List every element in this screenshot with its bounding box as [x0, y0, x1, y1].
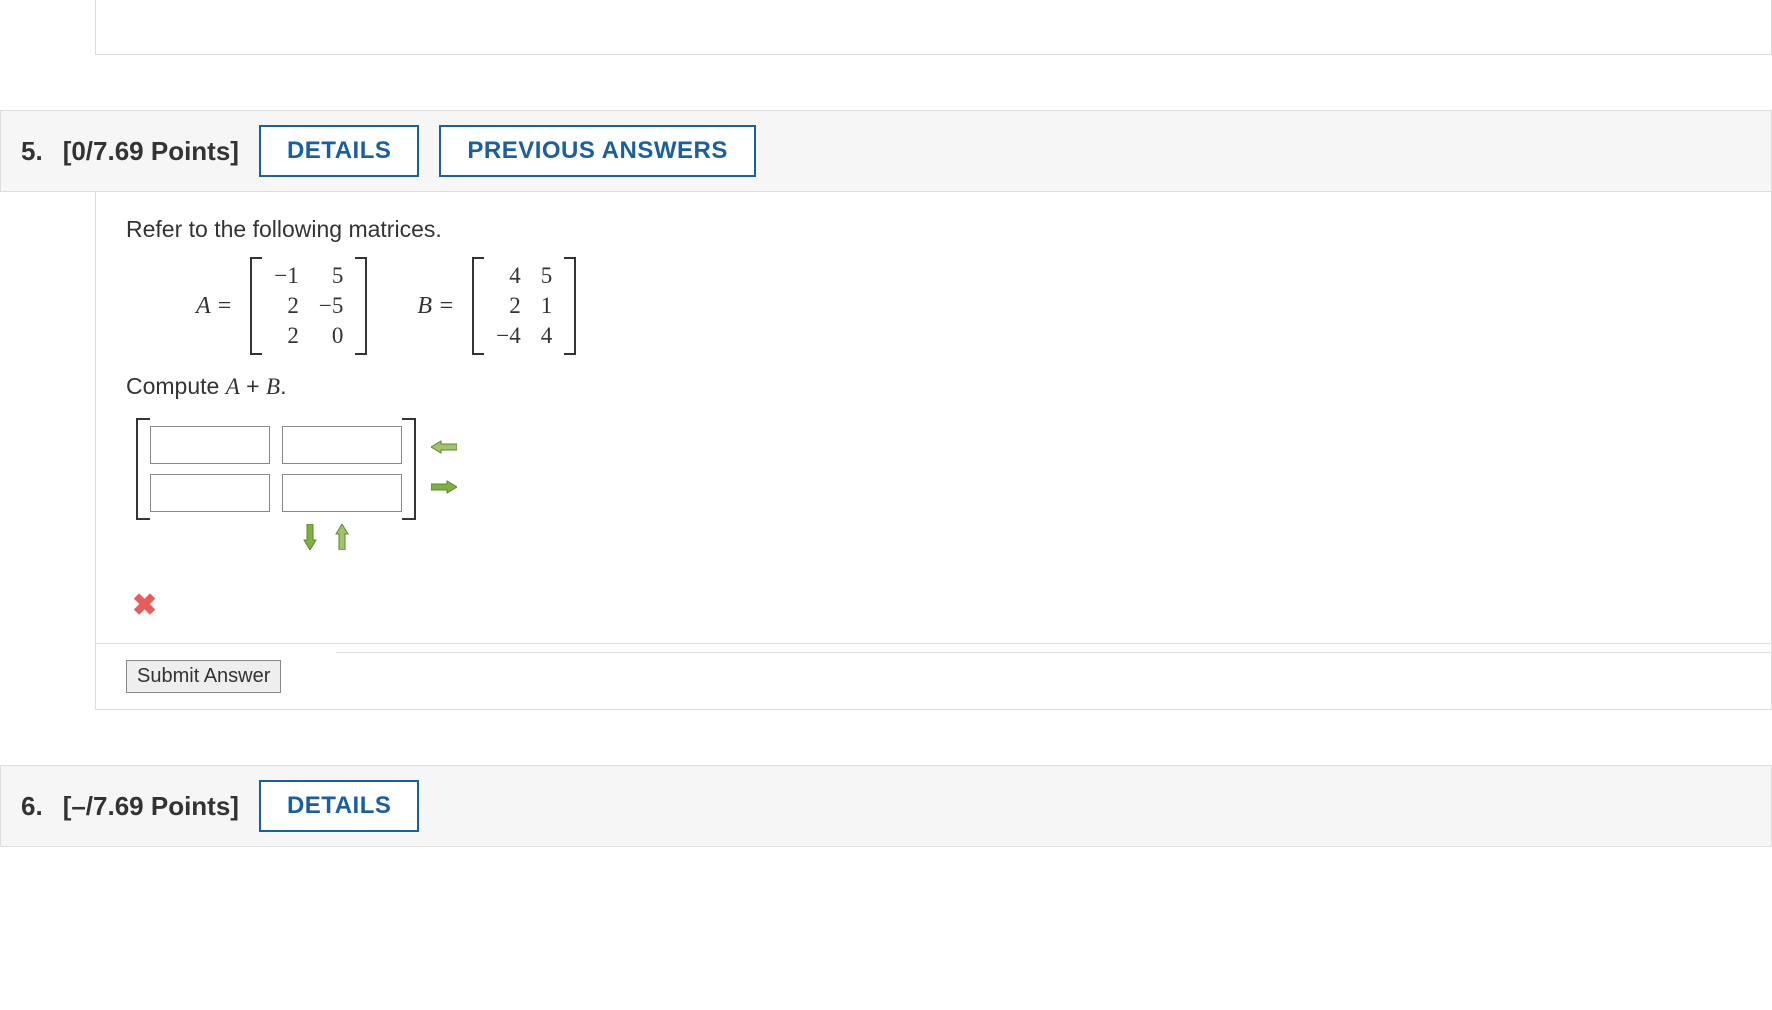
answer-cell-0-1[interactable]	[282, 426, 402, 464]
compute-plus: +	[240, 373, 266, 399]
matrix-b-cell: 5	[531, 261, 563, 291]
matrix-a-label: A =	[196, 293, 240, 320]
matrix-a-cell: 5	[309, 261, 353, 291]
matrix-a: −15 2−5 20	[250, 257, 367, 355]
matrix-a-cell: −1	[264, 261, 308, 291]
matrix-b-cell: 2	[486, 291, 530, 321]
question-points: [–/7.69 Points]	[63, 791, 239, 822]
question-number: 5.	[21, 136, 43, 167]
previous-question-box	[95, 0, 1772, 55]
details-button[interactable]: DETAILS	[259, 125, 419, 177]
previous-answers-button[interactable]: PREVIOUS ANSWERS	[439, 125, 755, 177]
answer-area	[136, 418, 1741, 520]
question-5-body: Refer to the following matrices. A = −15…	[95, 192, 1772, 710]
incorrect-icon: ✖	[132, 588, 1741, 623]
matrix-b-cell: 4	[486, 261, 530, 291]
answer-cell-0-0[interactable]	[150, 426, 270, 464]
answer-cell-1-0[interactable]	[150, 474, 270, 512]
row-arrows	[296, 526, 1741, 548]
compute-var-a: A	[226, 374, 240, 399]
matrix-a-cell: 2	[264, 321, 308, 351]
compute-instruction: Compute A + B.	[126, 373, 1741, 400]
matrix-a-cell: 2	[264, 291, 308, 321]
question-instruction: Refer to the following matrices.	[126, 216, 1741, 243]
question-5-header: 5. [0/7.69 Points] DETAILS PREVIOUS ANSW…	[0, 110, 1772, 192]
remove-column-icon[interactable]	[430, 436, 458, 458]
question-6-header: 6. [–/7.69 Points] DETAILS	[0, 765, 1772, 847]
matrix-a-cell: 0	[309, 321, 353, 351]
matrix-b-cell: 4	[531, 321, 563, 351]
answer-matrix	[136, 418, 416, 520]
answer-grid	[150, 426, 402, 512]
matrix-b-cell: 1	[531, 291, 563, 321]
question-points: [0/7.69 Points]	[63, 136, 239, 167]
matrix-b-cell: −4	[486, 321, 530, 351]
compute-text: .	[280, 373, 286, 399]
remove-row-icon[interactable]	[328, 526, 356, 548]
question-number: 6.	[21, 791, 43, 822]
answer-cell-1-1[interactable]	[282, 474, 402, 512]
matrix-b: 45 21 −44	[472, 257, 576, 355]
add-column-icon[interactable]	[430, 476, 458, 498]
compute-text: Compute	[126, 373, 226, 399]
matrix-a-cell: −5	[309, 291, 353, 321]
matrices-row: A = −15 2−5 20 B = 45 21 −44	[196, 257, 1741, 355]
submit-answer-button[interactable]: Submit Answer	[126, 660, 281, 693]
matrix-b-label: B =	[417, 293, 462, 320]
details-button[interactable]: DETAILS	[259, 780, 419, 832]
column-arrows	[430, 418, 458, 498]
compute-var-b: B	[266, 374, 280, 399]
add-row-icon[interactable]	[296, 526, 324, 548]
submit-divider	[336, 652, 1771, 653]
